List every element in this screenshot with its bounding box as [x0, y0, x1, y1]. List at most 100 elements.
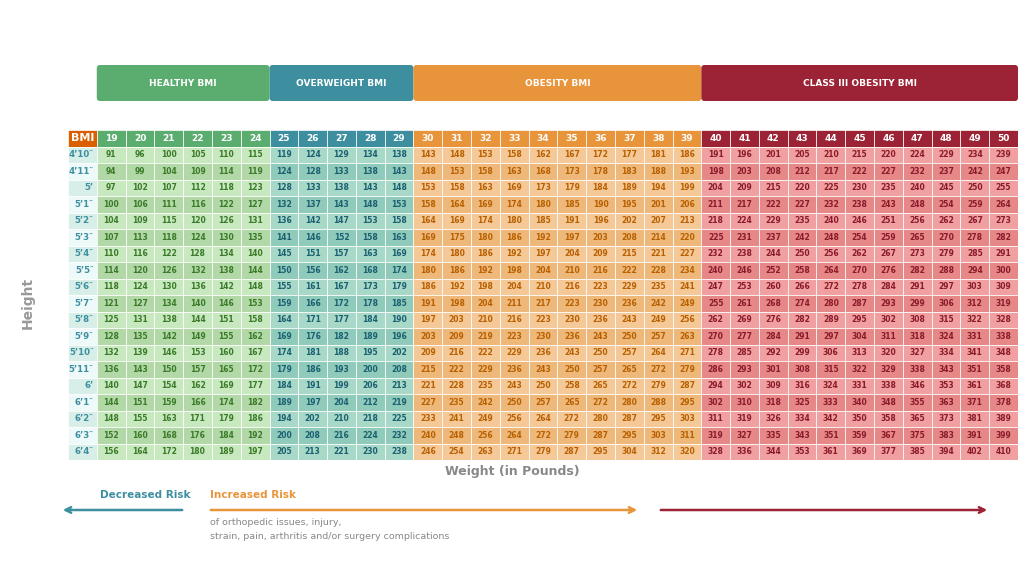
Bar [155, 279, 183, 295]
Bar [414, 295, 442, 311]
Bar [903, 130, 932, 146]
Bar [327, 295, 356, 311]
Bar [528, 279, 557, 295]
Text: 153: 153 [189, 348, 206, 357]
Text: 215: 215 [852, 150, 867, 159]
Bar [673, 146, 701, 163]
Bar [787, 444, 816, 460]
Bar [932, 279, 961, 295]
Text: 159: 159 [161, 398, 176, 407]
Bar [903, 394, 932, 411]
Text: 257: 257 [536, 398, 551, 407]
Bar [414, 196, 442, 212]
Text: 216: 216 [593, 266, 608, 275]
Text: 180: 180 [477, 233, 494, 242]
Text: 180: 180 [506, 216, 522, 225]
Text: 164: 164 [276, 315, 292, 324]
Bar [615, 229, 644, 246]
Text: 202: 202 [622, 216, 637, 225]
Text: 377: 377 [881, 447, 896, 457]
Bar [845, 146, 874, 163]
Text: 254: 254 [449, 447, 465, 457]
Bar [586, 311, 615, 328]
Text: 265: 265 [909, 233, 925, 242]
Text: 279: 279 [679, 365, 695, 374]
Text: 188: 188 [650, 167, 667, 176]
Text: 271: 271 [679, 348, 695, 357]
FancyBboxPatch shape [97, 65, 269, 101]
Bar [557, 196, 586, 212]
Bar [673, 444, 701, 460]
Text: 241: 241 [449, 414, 465, 423]
Bar [615, 163, 644, 180]
Bar [212, 311, 241, 328]
Bar [989, 427, 1018, 444]
Bar [500, 345, 528, 361]
Bar [269, 246, 298, 262]
Bar [298, 311, 327, 328]
Text: 267: 267 [967, 216, 983, 225]
Bar [961, 130, 989, 146]
Bar [212, 229, 241, 246]
Bar [557, 311, 586, 328]
Text: 251: 251 [881, 216, 896, 225]
Text: 148: 148 [247, 282, 263, 291]
Text: 163: 163 [161, 414, 176, 423]
Text: 109: 109 [189, 167, 206, 176]
Text: Weight (in Pounds): Weight (in Pounds) [444, 466, 580, 479]
Text: 271: 271 [506, 447, 522, 457]
Bar [471, 279, 500, 295]
Bar [528, 130, 557, 146]
Bar [644, 411, 673, 427]
Text: 5’: 5’ [85, 183, 94, 192]
Bar [845, 295, 874, 311]
Bar [126, 163, 155, 180]
Text: 217: 217 [536, 299, 551, 308]
Bar [97, 180, 126, 196]
Bar [500, 130, 528, 146]
Text: 348: 348 [881, 398, 896, 407]
Text: strain, pain, arthritis and/or surgery complications: strain, pain, arthritis and/or surgery c… [210, 532, 450, 541]
Bar [68, 180, 97, 196]
Bar [759, 180, 787, 196]
Bar [327, 163, 356, 180]
Bar [97, 262, 126, 279]
Bar [68, 229, 97, 246]
Text: 120: 120 [189, 216, 206, 225]
Text: 169: 169 [506, 183, 522, 192]
Text: 243: 243 [593, 332, 608, 341]
Bar [212, 146, 241, 163]
Text: 194: 194 [276, 414, 292, 423]
Text: 192: 192 [536, 233, 551, 242]
Bar [356, 394, 385, 411]
Text: 327: 327 [736, 431, 753, 440]
Bar [816, 427, 845, 444]
Bar [97, 361, 126, 377]
Text: 173: 173 [536, 183, 551, 192]
Text: 338: 338 [909, 365, 925, 374]
Text: 375: 375 [909, 431, 925, 440]
Bar [97, 196, 126, 212]
Text: 319: 319 [736, 414, 753, 423]
Text: 204: 204 [708, 183, 724, 192]
Bar [241, 180, 269, 196]
Bar [385, 361, 414, 377]
Bar [97, 411, 126, 427]
Bar [414, 180, 442, 196]
Bar [932, 411, 961, 427]
Bar [68, 246, 97, 262]
Bar [414, 229, 442, 246]
Bar [903, 279, 932, 295]
Bar [327, 427, 356, 444]
Text: OVERWEIGHT BMI: OVERWEIGHT BMI [296, 79, 387, 88]
Bar [903, 444, 932, 460]
Bar [644, 180, 673, 196]
Text: 153: 153 [477, 150, 494, 159]
Text: 243: 243 [506, 381, 522, 390]
Text: 160: 160 [218, 348, 234, 357]
Text: 131: 131 [132, 315, 147, 324]
Bar [269, 196, 298, 212]
Text: 164: 164 [449, 200, 465, 208]
Bar [644, 444, 673, 460]
Text: 245: 245 [938, 183, 953, 192]
